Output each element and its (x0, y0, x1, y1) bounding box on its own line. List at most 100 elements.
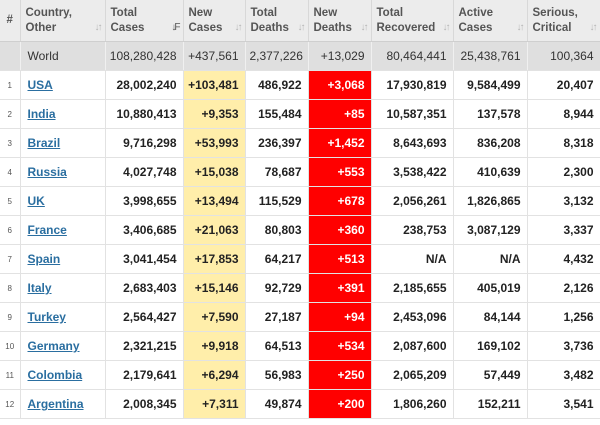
column-header-label: New (313, 6, 338, 19)
new-cases-cell: +7,311 (183, 389, 246, 419)
rank-cell: 6 (0, 215, 21, 245)
total-recovered-cell: 10,587,351 (371, 99, 454, 129)
country-link[interactable]: Spain (27, 252, 61, 266)
country-cell: India (20, 99, 106, 129)
country-cell: UK (20, 186, 106, 216)
new-cases-cell: +9,918 (183, 331, 246, 361)
country-cell: Spain (20, 244, 106, 274)
active-cases-cell: 57,449 (453, 360, 528, 390)
serious-critical-cell: 3,482 (527, 360, 600, 390)
total-deaths-cell: 486,922 (245, 70, 309, 100)
total-cases-cell: 2,321,215 (105, 331, 184, 361)
total-deaths-cell: 236,397 (245, 128, 309, 158)
total-cases-cell: 2,179,641 (105, 360, 184, 390)
country-link[interactable]: France (27, 223, 67, 237)
rank-cell (0, 41, 21, 71)
new-deaths-cell: +85 (308, 99, 372, 129)
total-cases-cell: 3,998,655 (105, 186, 184, 216)
table-row: 10 Germany 2,321,215 +9,918 64,513 +534 2,087,… (0, 331, 600, 361)
country-link[interactable]: USA (27, 78, 53, 92)
country-link[interactable]: Argentina (27, 397, 84, 411)
rank-cell: 11 (0, 360, 21, 390)
column-header-label: Total (250, 6, 278, 19)
total-recovered-cell: 80,464,441 (371, 41, 454, 71)
total-cases-cell: 2,564,427 (105, 302, 184, 332)
country-link[interactable]: Brazil (27, 136, 61, 150)
new-cases-cell: +103,481 (183, 70, 246, 100)
column-header-label: Cases (458, 21, 493, 34)
total-recovered-cell: 1,806,260 (371, 389, 454, 419)
new-cases-cell: +7,590 (183, 302, 246, 332)
country-cell: Russia (20, 157, 106, 187)
serious-critical-cell: 4,432 (527, 244, 600, 274)
total-deaths-cell: 56,983 (245, 360, 309, 390)
serious-critical-cell: 2,126 (527, 273, 600, 303)
new-cases-cell: +21,063 (183, 215, 246, 245)
total-deaths-cell: 115,529 (245, 186, 309, 216)
active-cases-cell: 3,087,129 (453, 215, 528, 245)
column-header-serious-critical[interactable]: Serious, Critical ↓↑ (527, 0, 600, 42)
column-header-new-cases[interactable]: New Cases ↓↑ (183, 0, 246, 42)
sort-icon[interactable]: ↓↑ (360, 22, 369, 33)
column-header-label: Cases (188, 21, 223, 34)
total-cases-cell: 4,027,748 (105, 157, 184, 187)
column-header-new-deaths[interactable]: New Deaths ↓↑ (308, 0, 372, 42)
sort-icon[interactable]: ↓↑ (94, 22, 103, 33)
rank-cell: 12 (0, 389, 21, 419)
table-row: 11 Colombia 2,179,641 +6,294 56,983 +250 2,065… (0, 360, 600, 390)
new-deaths-cell: +513 (308, 244, 372, 274)
sort-icon[interactable]: ↓↑ (297, 22, 306, 33)
country-cell: USA (20, 70, 106, 100)
sort-icon[interactable]: ↓↑ (442, 22, 451, 33)
new-deaths-cell: +200 (308, 389, 372, 419)
active-cases-cell: 410,639 (453, 157, 528, 187)
country-cell: Italy (20, 273, 106, 303)
country-link[interactable]: Russia (27, 165, 67, 179)
new-cases-cell: +13,494 (183, 186, 246, 216)
total-recovered-cell: 17,930,819 (371, 70, 454, 100)
total-cases-cell: 9,716,298 (105, 128, 184, 158)
country-link[interactable]: Germany (27, 339, 80, 353)
column-header-rank[interactable]: # (0, 0, 21, 42)
table-row: 6 France 3,406,685 +21,063 80,803 +360 238,753… (0, 215, 600, 245)
table-header-row: # Country, Other ↓↑ Total Cases ↓F New C… (0, 0, 600, 42)
table-row: 12 Argentina 2,008,345 +7,311 49,874 +200 1,80… (0, 389, 600, 419)
new-cases-cell: +53,993 (183, 128, 246, 158)
total-deaths-cell: 64,513 (245, 331, 309, 361)
sort-icon[interactable]: ↓↑ (589, 22, 598, 33)
table-row: 3 Brazil 9,716,298 +53,993 236,397 +1,452 8,64… (0, 128, 600, 158)
country-cell: Brazil (20, 128, 106, 158)
total-cases-cell: 3,041,454 (105, 244, 184, 274)
serious-critical-cell: 20,407 (527, 70, 600, 100)
active-cases-cell: 152,211 (453, 389, 528, 419)
column-header-total-recovered[interactable]: Total Recovered ↓↑ (371, 0, 454, 42)
sort-icon[interactable]: ↓↑ (516, 22, 525, 33)
serious-critical-cell: 3,337 (527, 215, 600, 245)
column-header-label: Deaths (250, 21, 289, 34)
country-link[interactable]: Turkey (27, 310, 66, 324)
new-deaths-cell: +678 (308, 186, 372, 216)
column-header-total-deaths[interactable]: Total Deaths ↓↑ (245, 0, 309, 42)
total-recovered-cell: 2,087,600 (371, 331, 454, 361)
country-cell: World (20, 41, 106, 71)
total-deaths-cell: 2,377,226 (245, 41, 309, 71)
column-header-label: Active (458, 6, 494, 19)
total-deaths-cell: 80,803 (245, 215, 309, 245)
world-total-row: World 108,280,428 +437,561 2,377,226 +13… (0, 41, 600, 71)
new-deaths-cell: +94 (308, 302, 372, 332)
sort-icon[interactable]: ↓↑ (234, 22, 243, 33)
country-link[interactable]: UK (27, 194, 45, 208)
country-cell: Colombia (20, 360, 106, 390)
column-header-country[interactable]: Country, Other ↓↑ (20, 0, 106, 42)
country-link[interactable]: India (27, 107, 56, 121)
rank-cell: 7 (0, 244, 21, 274)
sort-active-icon[interactable]: ↓F (171, 22, 180, 33)
country-link[interactable]: Italy (27, 281, 52, 295)
country-link[interactable]: Colombia (27, 368, 83, 382)
rank-cell: 4 (0, 157, 21, 187)
column-header-total-cases[interactable]: Total Cases ↓F (105, 0, 184, 42)
rank-cell: 3 (0, 128, 21, 158)
total-recovered-cell: 3,538,422 (371, 157, 454, 187)
new-deaths-cell: +391 (308, 273, 372, 303)
column-header-active-cases[interactable]: Active Cases ↓↑ (453, 0, 528, 42)
